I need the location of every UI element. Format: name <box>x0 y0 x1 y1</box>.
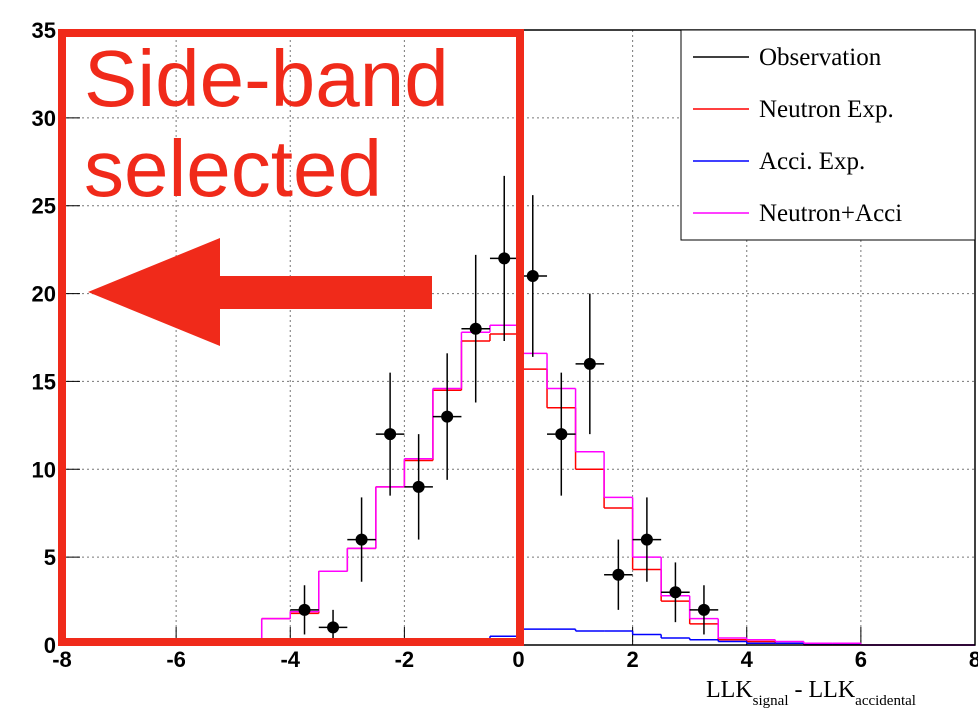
annotation: selected <box>84 124 382 213</box>
data-point <box>583 357 596 370</box>
data-point <box>384 428 397 441</box>
annotation: Side-band <box>84 34 449 123</box>
legend-label: Neutron+Acci <box>759 200 902 227</box>
data-point <box>412 480 425 493</box>
x-label-part: LLK <box>706 677 753 703</box>
data-point <box>526 270 539 282</box>
y-tick-label: 30 <box>32 106 56 131</box>
legend-label: Observation <box>759 44 882 71</box>
x-label-sub: signal <box>753 693 789 709</box>
data-point <box>298 603 311 616</box>
legend-label: Acci. Exp. <box>759 148 865 175</box>
x-tick-label: 0 <box>512 647 524 672</box>
y-tick-label: 20 <box>32 282 56 307</box>
data-point <box>669 586 682 599</box>
x-tick-label: 2 <box>627 647 639 672</box>
x-tick-label: -8 <box>52 647 72 672</box>
legend-label: Neutron Exp. <box>759 96 894 123</box>
x-label-part: LLK <box>809 677 856 703</box>
data-point <box>355 533 368 546</box>
y-tick-label: 10 <box>32 457 56 482</box>
data-point <box>469 322 482 335</box>
selection-box <box>58 29 524 646</box>
arrow <box>88 238 432 346</box>
x-tick-label: 6 <box>855 647 867 672</box>
x-label-sep: - <box>789 677 809 703</box>
data-point <box>555 428 568 441</box>
data-point <box>612 568 625 581</box>
data-point <box>640 533 653 546</box>
y-tick-label: 5 <box>44 545 56 570</box>
data-point <box>498 252 511 265</box>
x-label-sub: accidental <box>855 693 916 709</box>
legend-box <box>680 29 976 241</box>
data-point <box>697 603 710 616</box>
y-tick-label: 15 <box>32 369 56 394</box>
x-tick-label: 8 <box>969 647 978 672</box>
y-tick-label: 25 <box>32 194 56 219</box>
data-point <box>441 410 454 423</box>
y-tick-label: 0 <box>44 633 56 658</box>
x-tick-label: -4 <box>280 647 300 672</box>
x-tick-label: -2 <box>395 647 415 672</box>
x-axis-label: LLKsignal - LLKaccidental <box>706 677 916 709</box>
x-tick-label: -6 <box>166 647 186 672</box>
y-tick-label: 35 <box>32 18 56 43</box>
data-point <box>327 621 340 634</box>
x-tick-label: 4 <box>741 647 754 672</box>
